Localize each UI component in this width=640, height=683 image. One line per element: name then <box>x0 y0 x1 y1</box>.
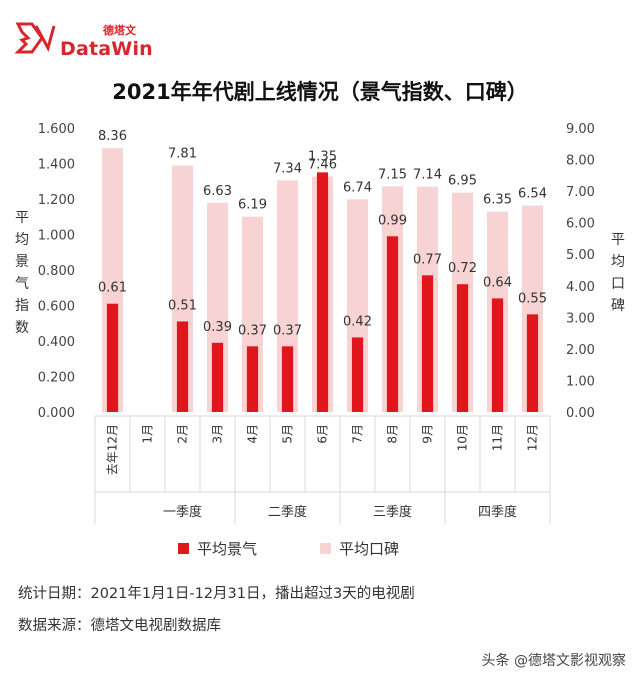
y-axis-title-left-char: 均 <box>15 232 29 248</box>
datawin-logo <box>14 18 174 66</box>
group-label: 二季度 <box>268 504 307 520</box>
stat-date-note: 统计日期：2021年1月1日-12月31日，播出超过3天的电视剧 <box>18 586 415 602</box>
y-axis-title-right-char: 平 <box>611 232 625 248</box>
y-tick-right: 8.00 <box>566 154 595 169</box>
y-tick-right: 0.00 <box>566 406 595 421</box>
data-label-avg-rating: 7.81 <box>168 147 197 162</box>
data-source-note: 数据来源：德塔文电视剧数据库 <box>18 618 221 634</box>
data-label-avg-rating: 6.35 <box>483 193 512 208</box>
bar-avg-heat <box>351 337 364 412</box>
category-label: 10月 <box>456 424 470 451</box>
y-tick-right: 6.00 <box>566 217 595 232</box>
data-label-avg-rating: 7.15 <box>378 167 407 182</box>
brand-name: DataWin <box>60 38 153 60</box>
data-label-avg-heat: 0.42 <box>343 314 372 329</box>
y-axis-title-left-char: 平 <box>15 210 29 226</box>
legend-label-avg-rating: 平均口碑 <box>339 540 400 558</box>
category-label: 7月 <box>351 424 365 444</box>
data-label-avg-rating: 7.14 <box>413 168 442 183</box>
category-label: 9月 <box>421 424 435 444</box>
data-label-avg-heat: 0.51 <box>168 298 197 313</box>
bar-avg-heat <box>456 284 469 412</box>
y-tick-left: 1.200 <box>38 193 75 208</box>
data-label-avg-rating: 6.54 <box>518 187 547 202</box>
bar-avg-heat <box>526 314 539 412</box>
y-tick-right: 4.00 <box>566 280 595 295</box>
data-label-avg-heat: 1.35 <box>308 149 337 164</box>
data-label-avg-rating: 7.46 <box>308 158 337 173</box>
y-tick-left: 0.600 <box>38 300 75 315</box>
category-label: 4月 <box>246 424 260 444</box>
legend-swatch-avg-rating <box>320 543 331 554</box>
watermark: 头条 @德塔文影视观察 <box>481 653 626 669</box>
y-tick-right: 1.00 <box>566 374 595 389</box>
data-label-avg-heat: 0.99 <box>378 213 407 228</box>
y-tick-left: 0.200 <box>38 371 75 386</box>
datawin-logo-mark <box>14 22 56 54</box>
y-axis-title-right-char: 口 <box>611 276 625 292</box>
y-tick-right: 3.00 <box>566 311 595 326</box>
y-tick-left: 0.000 <box>38 406 75 421</box>
category-label: 11月 <box>491 424 505 451</box>
y-axis-title-right-char: 均 <box>611 254 625 270</box>
data-label-avg-rating: 7.34 <box>273 161 302 176</box>
y-tick-left: 1.000 <box>38 229 75 244</box>
category-label: 6月 <box>316 424 330 444</box>
legend-swatch-avg-heat <box>178 543 189 554</box>
y-tick-left: 1.400 <box>38 158 75 173</box>
data-label-avg-heat: 0.72 <box>448 261 477 276</box>
data-label-avg-heat: 0.39 <box>203 320 232 335</box>
data-label-avg-rating: 6.95 <box>448 174 477 189</box>
bar-avg-heat <box>106 303 119 412</box>
bar-avg-heat <box>281 346 294 412</box>
y-tick-right: 7.00 <box>566 185 595 200</box>
group-label: 四季度 <box>478 504 517 520</box>
data-label-avg-rating: 8.36 <box>98 129 127 144</box>
y-tick-right: 2.00 <box>566 343 595 358</box>
group-label: 一季度 <box>163 504 202 520</box>
data-label-avg-heat: 0.37 <box>238 323 267 338</box>
y-axis-title-left-char: 数 <box>15 320 29 336</box>
legend-item-avg-heat: 平均景气 <box>178 538 257 559</box>
bar-avg-heat <box>176 321 189 412</box>
y-tick-left: 0.800 <box>38 264 75 279</box>
y-axis-title-right-char: 碑 <box>611 298 625 314</box>
chart-title: 2021年年代剧上线情况（景气指数、口碑） <box>112 80 528 104</box>
group-label: 三季度 <box>373 504 412 520</box>
data-label-avg-rating: 6.74 <box>343 180 372 195</box>
category-label: 1月 <box>141 424 155 444</box>
bar-avg-heat <box>421 275 434 412</box>
y-tick-left: 0.400 <box>38 335 75 350</box>
bar-avg-heat <box>491 298 504 412</box>
category-label: 去年12月 <box>106 424 120 475</box>
bar-avg-heat <box>246 346 259 412</box>
category-label: 12月 <box>526 424 540 451</box>
data-label-avg-heat: 0.77 <box>413 252 442 267</box>
y-tick-right: 9.00 <box>566 122 595 137</box>
legend-item-avg-rating: 平均口碑 <box>320 538 399 559</box>
y-axis-title-left-char: 气 <box>15 276 29 292</box>
data-label-avg-rating: 6.19 <box>238 198 267 213</box>
data-label-avg-heat: 0.61 <box>98 281 127 296</box>
brand-cn-name: 德塔文 <box>103 24 136 37</box>
bar-avg-heat <box>211 342 224 412</box>
bar-avg-heat <box>316 172 329 412</box>
data-label-avg-heat: 0.55 <box>518 291 547 306</box>
data-label-avg-heat: 0.37 <box>273 323 302 338</box>
y-axis-title-left-char: 指 <box>15 298 29 314</box>
category-label: 3月 <box>211 424 225 444</box>
legend-label-avg-heat: 平均景气 <box>197 540 258 558</box>
bar-avg-heat <box>386 236 399 412</box>
category-label: 2月 <box>176 424 190 444</box>
data-label-avg-rating: 6.63 <box>203 184 232 199</box>
y-axis-title-left-char: 景 <box>15 254 29 270</box>
category-label: 5月 <box>281 424 295 444</box>
bar-chart: 8.36 7.81 6.63 6.19 7.34 7.46 6.74 7.15 7.14 6.95… <box>15 122 625 524</box>
y-tick-right: 5.00 <box>566 248 595 263</box>
y-tick-left: 1.600 <box>38 122 75 137</box>
data-label-avg-heat: 0.64 <box>483 275 512 290</box>
category-label: 8月 <box>386 424 400 444</box>
